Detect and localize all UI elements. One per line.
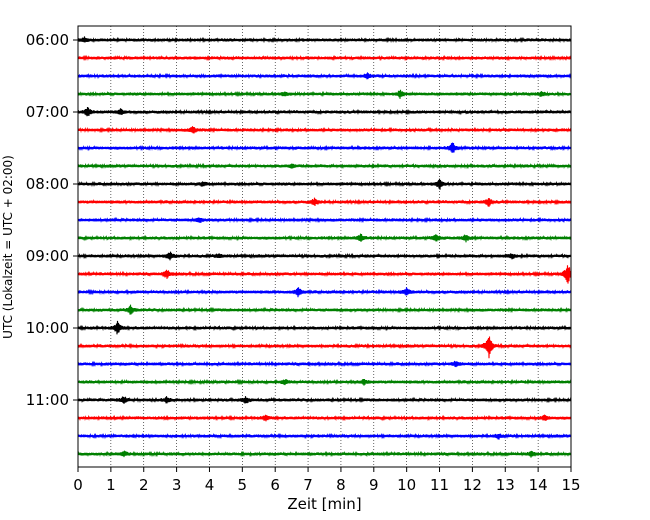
y-axis: 06:00 07:00 08:00 09:00 10:00 11:00 <box>26 31 78 409</box>
trace-line <box>77 432 572 440</box>
x-tick-label: 12 <box>463 476 482 494</box>
x-tick-label: 10 <box>397 476 416 494</box>
trace-line <box>77 54 572 62</box>
trace-line <box>77 396 572 404</box>
trace-line <box>77 304 572 315</box>
seismic-traces <box>77 36 572 458</box>
trace-line <box>77 36 572 44</box>
trace-line <box>77 450 572 458</box>
trace-line <box>77 178 572 190</box>
trace-line <box>77 72 572 80</box>
trace-line <box>77 251 572 261</box>
trace-line <box>77 89 572 99</box>
trace-line <box>77 216 572 224</box>
trace-line <box>77 142 572 153</box>
trace-line <box>77 107 572 117</box>
y-tick-label: 07:00 <box>26 103 69 121</box>
trace-line <box>77 197 572 207</box>
x-tick-label: 11 <box>430 476 449 494</box>
trace-line <box>77 320 572 335</box>
x-tick-label: 5 <box>238 476 248 494</box>
x-tick-label: 1 <box>106 476 116 494</box>
trace-line <box>77 233 572 243</box>
y-tick-label: 09:00 <box>26 247 69 265</box>
trace-line <box>77 126 572 134</box>
trace-line <box>77 287 572 298</box>
x-tick-label: 9 <box>369 476 379 494</box>
trace-line <box>77 162 572 170</box>
y-tick-label: 06:00 <box>26 31 69 49</box>
x-tick-label: 4 <box>205 476 215 494</box>
x-axis: 0 1 2 3 4 5 6 7 8 9 10 11 12 13 14 15 <box>73 467 581 494</box>
x-tick-label: 3 <box>172 476 182 494</box>
y-tick-label: 11:00 <box>26 391 69 409</box>
x-tick-label: 7 <box>303 476 313 494</box>
x-tick-label: 13 <box>496 476 515 494</box>
x-tick-label: 15 <box>561 476 580 494</box>
trace-line <box>77 265 572 284</box>
x-tick-label: 14 <box>529 476 548 494</box>
x-tick-label: 6 <box>270 476 280 494</box>
y-tick-label: 10:00 <box>26 319 69 337</box>
trace-line <box>77 336 572 359</box>
plot-frame <box>77 25 572 468</box>
trace-line <box>77 378 572 386</box>
x-tick-label: 2 <box>139 476 149 494</box>
x-axis-label: Zeit [min] <box>287 495 361 513</box>
y-tick-label: 08:00 <box>26 175 69 193</box>
y-axis-label: UTC (Lokalzeit = UTC + 02:00) <box>1 155 15 339</box>
x-tick-label: 8 <box>336 476 346 494</box>
trace-line <box>77 414 572 422</box>
trace-line <box>77 360 572 368</box>
x-tick-label: 0 <box>73 476 83 494</box>
